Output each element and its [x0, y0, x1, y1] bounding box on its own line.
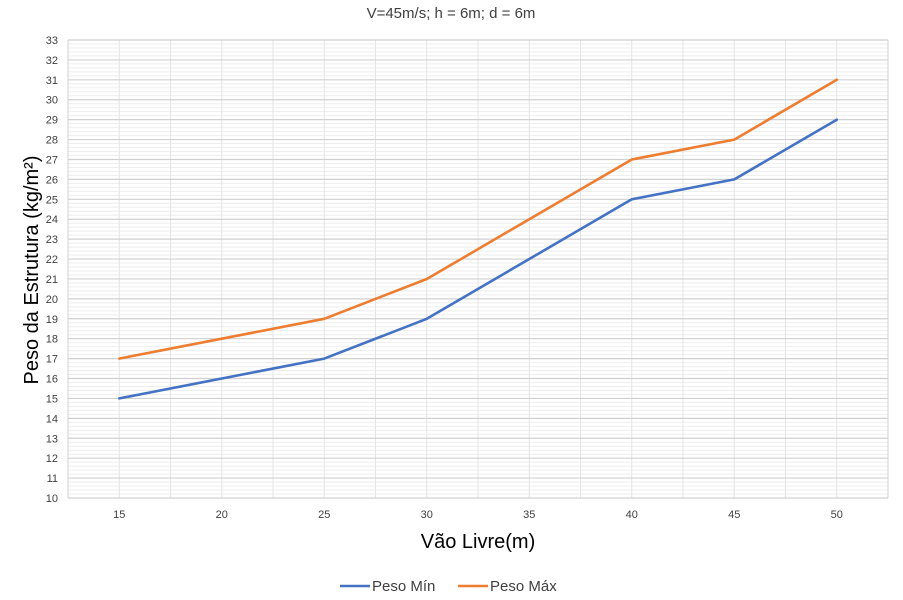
y-tick-label: 18	[46, 334, 58, 346]
y-tick-label: 32	[46, 55, 58, 67]
y-tick-label: 16	[46, 374, 58, 386]
x-tick-label: 50	[831, 509, 843, 521]
y-tick-label: 17	[46, 354, 58, 366]
y-tick-label: 12	[46, 453, 58, 465]
y-tick-label: 21	[46, 274, 58, 286]
x-tick-label: 15	[113, 509, 125, 521]
legend-label: Peso Máx	[490, 578, 557, 595]
minor-grid	[67, 40, 889, 498]
y-tick-label: 25	[46, 194, 58, 206]
y-tick-label: 13	[46, 433, 58, 445]
x-tick-label: 25	[318, 509, 330, 521]
x-axis-title: Vão Livre(m)	[421, 531, 535, 553]
legend-label: Peso Mín	[372, 578, 435, 595]
y-tick-label: 10	[46, 493, 58, 505]
chart-title: V=45m/s; h = 6m; d = 6m	[367, 5, 536, 22]
x-tick-label: 40	[626, 509, 638, 521]
y-tick-label: 28	[46, 135, 58, 147]
y-tick-label: 20	[46, 294, 58, 306]
x-tick-label: 30	[421, 509, 433, 521]
y-axis-title: Peso da Estrutura (kg/m²)	[21, 156, 43, 385]
y-tick-label: 31	[46, 75, 58, 87]
y-axis-ticks: 10 11 12 13 14 15 16 17 18 19 20 21 22 23 24 25 26 27 28 29…	[46, 35, 58, 505]
major-grid	[67, 39, 889, 499]
y-tick-label: 30	[46, 95, 58, 107]
y-tick-label: 33	[46, 35, 58, 47]
y-tick-label: 14	[46, 413, 58, 425]
y-tick-label: 11	[47, 473, 58, 485]
y-tick-label: 19	[46, 314, 58, 326]
y-tick-label: 27	[46, 154, 58, 166]
legend: Peso Mín Peso Máx	[340, 578, 557, 595]
y-tick-label: 22	[46, 254, 58, 266]
x-tick-label: 45	[728, 509, 740, 521]
y-tick-label: 23	[46, 234, 58, 246]
x-tick-label: 35	[523, 509, 535, 521]
y-tick-label: 29	[46, 115, 58, 127]
series-line-peso-min	[118, 118, 839, 400]
x-tick-label: 20	[216, 509, 228, 521]
y-tick-label: 26	[46, 174, 58, 186]
series-lines	[118, 78, 839, 400]
series-line-peso-max	[118, 78, 839, 360]
y-tick-label: 15	[46, 393, 58, 405]
y-tick-label: 24	[46, 214, 58, 226]
x-axis-ticks: 15 20 25 30 35 40 45 50	[113, 509, 843, 521]
